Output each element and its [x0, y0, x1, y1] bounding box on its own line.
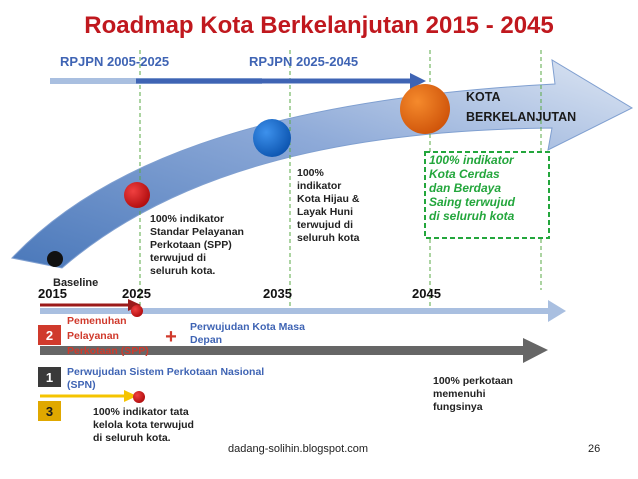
track-3-dot	[133, 391, 145, 403]
milestone-2045-line: di seluruh kota	[429, 209, 515, 223]
year-label-2045: 2045	[412, 286, 441, 301]
badge-3-num: 3	[46, 404, 53, 419]
footer-source: dadang-solihin.blogspot.com	[228, 443, 368, 455]
rpjpn-arrowhead	[410, 73, 426, 89]
plus-sign: +	[165, 326, 177, 348]
milestone-2025-line: Perkotaan (SPP)	[150, 239, 232, 251]
track-1-line: Perwujudan Sistem Perkotaan Nasional	[67, 366, 265, 378]
track-2-extra-text: Perwujudan Kota Masa Depan	[190, 321, 350, 347]
track-2-extra-line: Depan	[190, 334, 223, 346]
milestone-2045-line: Saing terwujud	[429, 195, 516, 209]
track-1-line: (SPN)	[67, 379, 96, 391]
timeline-bar	[40, 308, 550, 314]
track-3-line: 100% indikator tata	[93, 406, 189, 418]
track-1-result-line: memenuhi	[433, 388, 486, 400]
milestone-2015-dot	[47, 251, 63, 267]
milestone-2045-line: dan Berdaya	[429, 181, 502, 195]
track-2-line: Pelayanan	[67, 330, 119, 342]
badge-1	[38, 367, 61, 387]
goal-label-line1: KOTA	[466, 90, 501, 104]
milestone-2025-line: Standar Pelayanan	[150, 226, 244, 238]
track-1-bar	[40, 346, 525, 355]
year-label-2015: 2015	[38, 286, 67, 301]
track-1-result-line: 100% perkotaan	[433, 375, 513, 387]
track-2-text: Pemenuhan Pelayanan Perkotaan (SPP)	[67, 314, 177, 359]
milestone-2035-line: Kota Hijau &	[297, 193, 360, 205]
milestone-2025-line: seluruh kota.	[150, 265, 216, 277]
milestone-2035-line: 100%	[297, 167, 324, 179]
milestone-2045-line: Kota Cerdas	[429, 167, 500, 181]
track-1-result-line: fungsinya	[433, 401, 483, 413]
track-3-arrowhead	[124, 390, 137, 402]
track-3-line: di seluruh kota.	[93, 432, 171, 444]
milestone-2025-line: terwujud di	[150, 252, 206, 264]
track-2-line: Perkotaan (SPP)	[67, 345, 149, 357]
badge-1-num: 1	[46, 370, 53, 385]
track-1-text: Perwujudan Sistem Perkotaan Nasional (SP…	[67, 366, 327, 392]
track-3-line: kelola kota terwujud	[93, 419, 194, 431]
milestone-2045-text: 100% indikator Kota Cerdas dan Berdaya S…	[429, 153, 549, 223]
track-2-extra-line: Perwujudan Kota Masa	[190, 321, 305, 333]
timeline-arrowhead	[548, 300, 566, 322]
rpjpn-second-label: RPJPN 2025-2045	[249, 54, 358, 69]
milestone-2035-text: 100% indikator Kota Hijau & Layak Huni t…	[297, 167, 387, 245]
badge-2	[38, 325, 61, 345]
goal-label-line2: BERKELANJUTAN	[466, 110, 576, 124]
smart-city-box	[424, 151, 550, 239]
milestone-2035-line: terwujud di	[297, 219, 353, 231]
track-2-line: Pemenuhan	[67, 315, 127, 327]
milestone-2035-line: indikator	[297, 180, 342, 192]
milestone-2025-line: 100% indikator	[150, 213, 225, 225]
milestone-2025-dot	[124, 182, 150, 208]
year-label-2035: 2035	[263, 286, 292, 301]
rpjpn-first-label: RPJPN 2005-2025	[60, 54, 169, 69]
milestone-2045-line: 100% indikator	[429, 153, 514, 167]
track-2-dot	[131, 305, 143, 317]
milestone-2025-text: 100% indikator Standar Pelayanan Perkota…	[150, 213, 270, 278]
badge-2-num: 2	[46, 328, 53, 343]
track-1-arrowhead	[523, 338, 548, 363]
milestone-2045-dot	[400, 84, 450, 134]
milestone-2035-dot	[253, 119, 291, 157]
growth-arrow	[11, 59, 634, 269]
footer-page: 26	[588, 443, 600, 455]
year-label-2025: 2025	[122, 286, 151, 301]
page-title: Roadmap Kota Berkelanjutan 2015 - 2045	[84, 12, 554, 39]
milestone-2035-line: seluruh kota	[297, 232, 360, 244]
track-1-result-text: 100% perkotaan memenuhi fungsinya	[433, 375, 543, 414]
track-2-arrowhead	[128, 299, 141, 311]
badge-3	[38, 401, 61, 421]
track-3-text: 100% indikator tata kelola kota terwujud…	[93, 406, 223, 445]
milestone-2035-line: Layak Huni	[297, 206, 354, 218]
baseline-label: Baseline	[53, 277, 99, 289]
